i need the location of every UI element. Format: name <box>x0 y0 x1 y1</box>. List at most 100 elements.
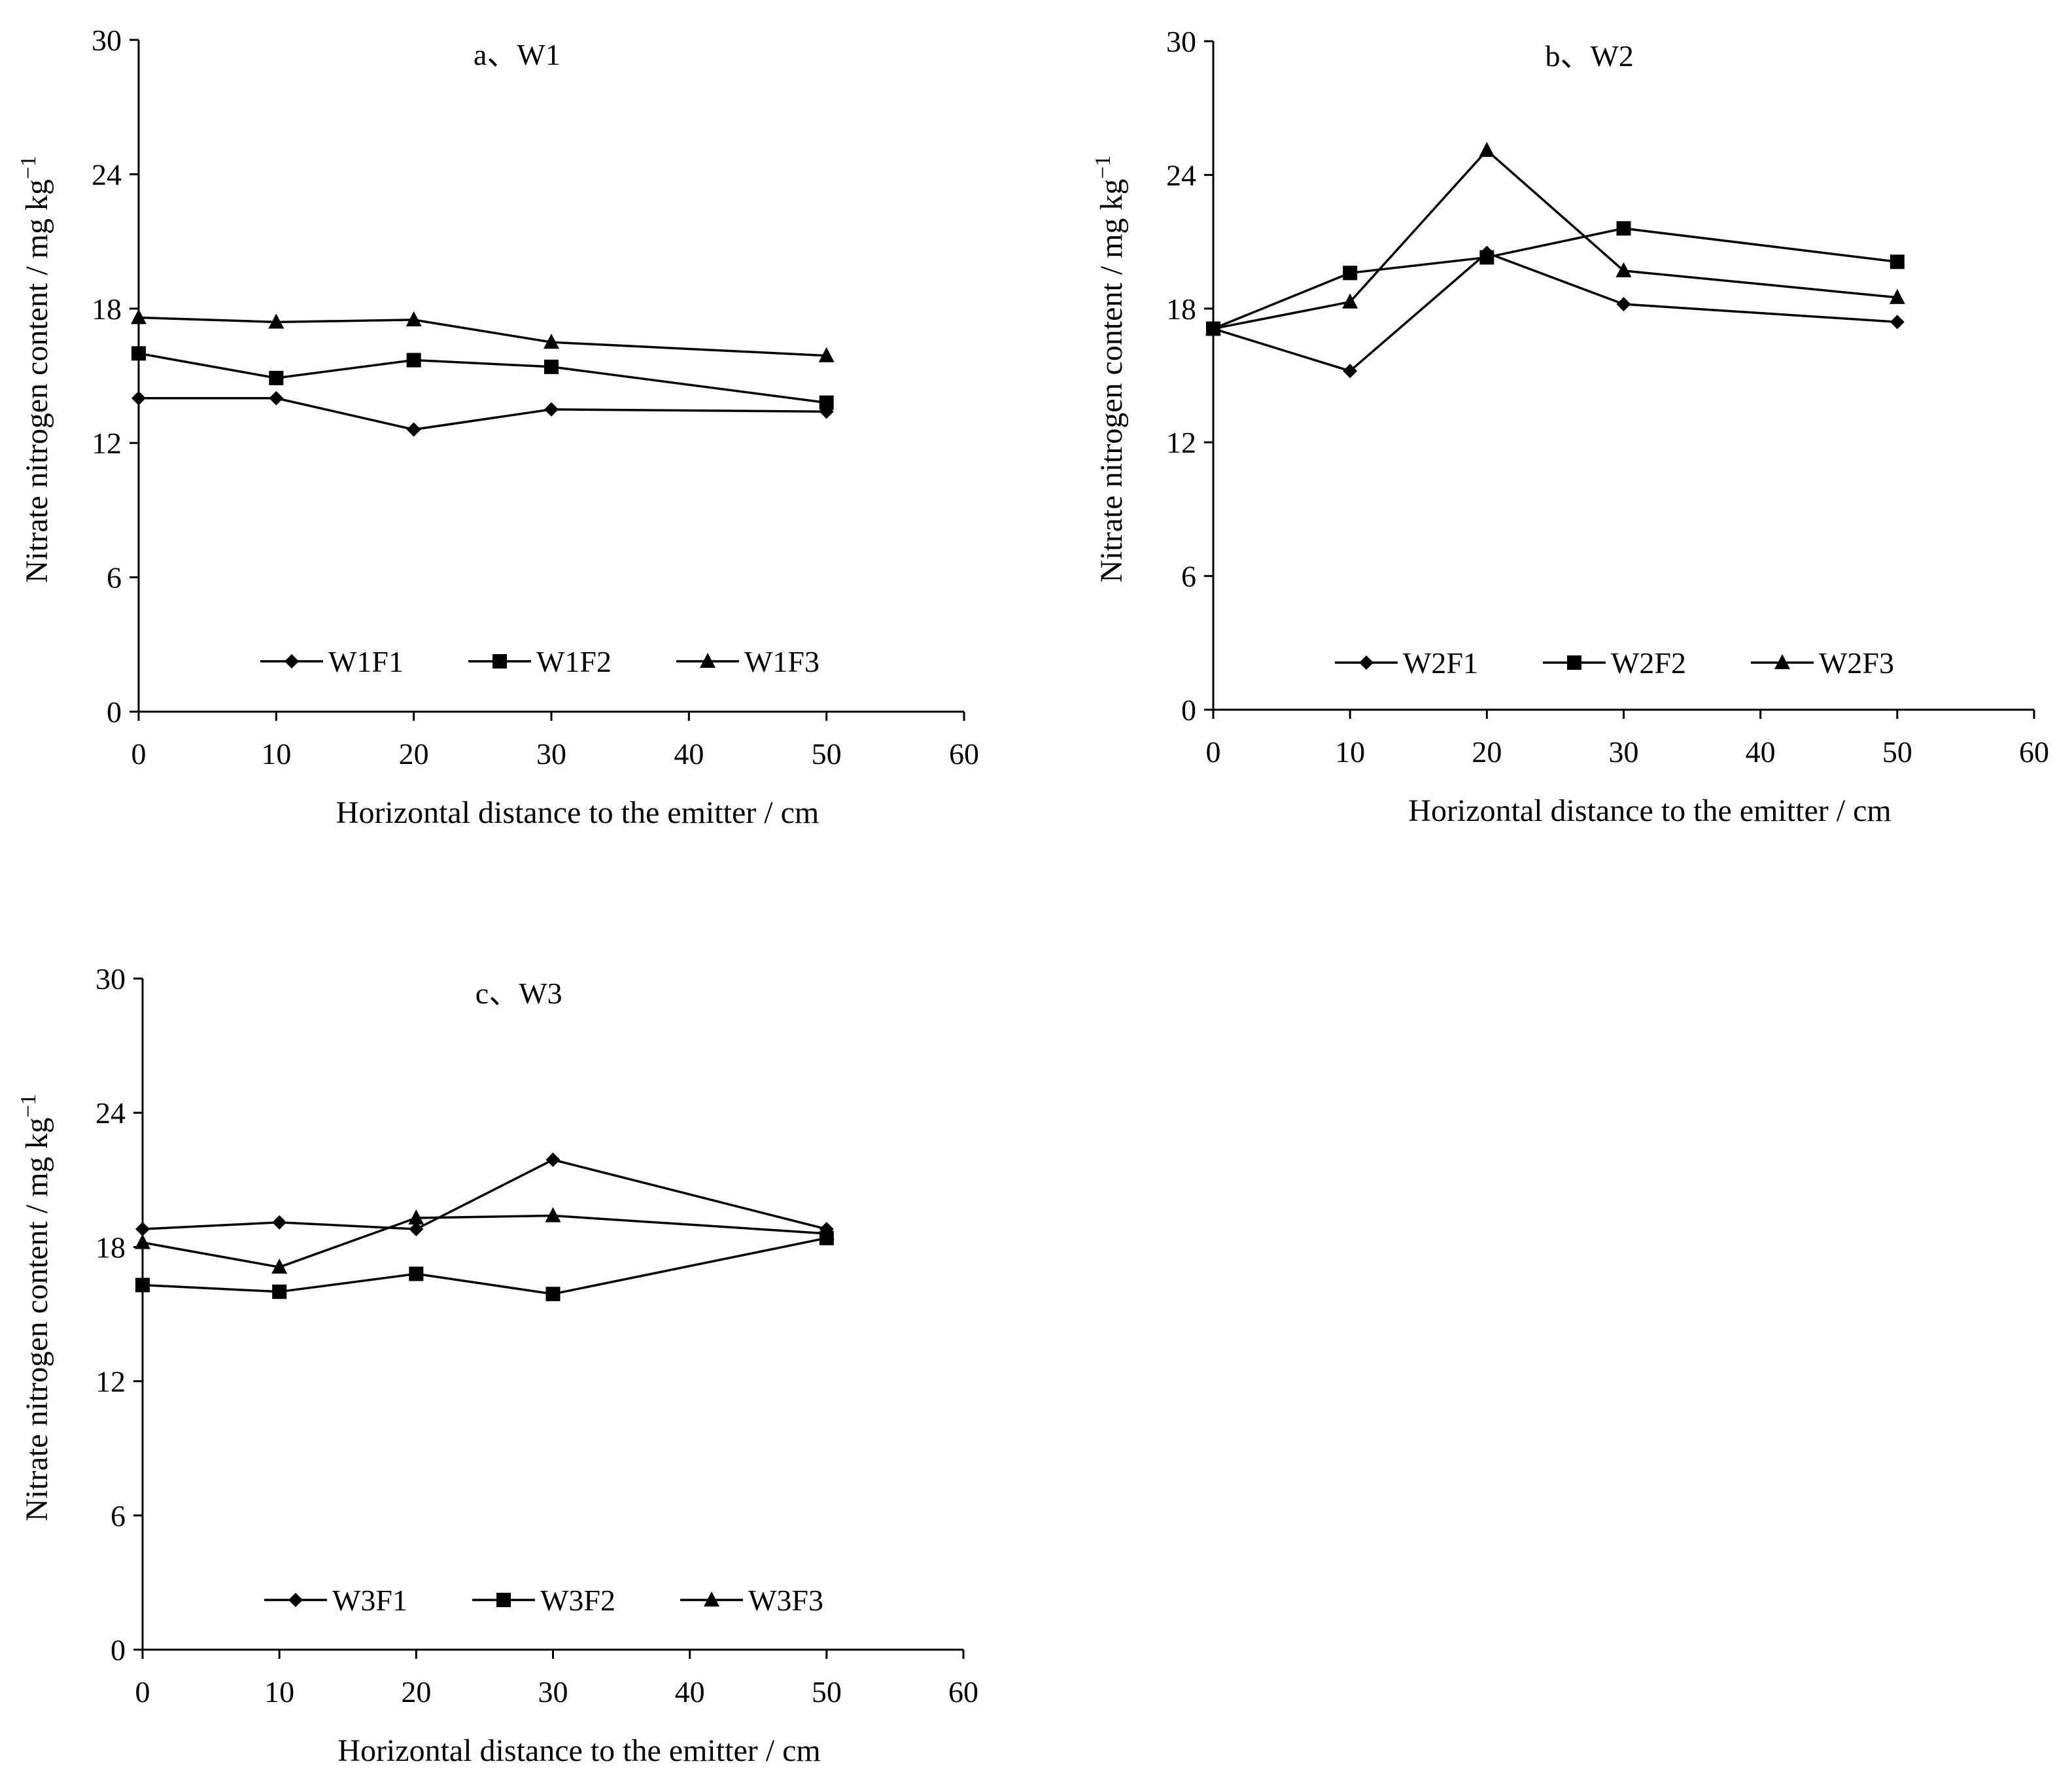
series-line <box>1213 148 1898 330</box>
series-W2F1 <box>1206 245 1905 379</box>
triangle-marker <box>408 1209 424 1225</box>
legend-square-marker <box>496 1593 511 1607</box>
square-marker <box>131 346 146 361</box>
triangle-marker <box>135 1234 150 1249</box>
triangle-marker <box>818 347 835 362</box>
series-line <box>139 396 827 431</box>
chart-title: a、W1 <box>474 38 561 71</box>
legend-item-W1F2: W1F2 <box>468 645 612 678</box>
x-tick-label: 10 <box>261 737 291 771</box>
legend-square-marker <box>492 654 507 669</box>
x-tick-label: 0 <box>131 737 147 771</box>
y-tick-label: 6 <box>111 1499 126 1533</box>
legend-item-W2F2: W2F2 <box>1543 646 1686 680</box>
legend-label: W1F2 <box>536 645 612 678</box>
series-line <box>142 1237 827 1295</box>
series-W3F1 <box>135 1153 834 1237</box>
series-line <box>138 316 827 357</box>
triangle-marker <box>1342 293 1358 309</box>
y-tick-label: 24 <box>1166 158 1196 192</box>
y-tick-label: 30 <box>1166 25 1196 58</box>
x-tick-label: 60 <box>949 737 979 771</box>
diamond-marker <box>131 391 146 406</box>
y-tick-label: 18 <box>1166 292 1196 326</box>
legend-triangle-marker <box>700 653 716 668</box>
series-W1F2 <box>131 346 834 410</box>
y-tick-label: 30 <box>92 24 122 57</box>
triangle-marker <box>544 334 559 349</box>
x-tick-label: 50 <box>812 737 842 771</box>
y-tick-label: 18 <box>92 292 122 326</box>
x-tick-label: 40 <box>1746 735 1776 769</box>
triangle-marker <box>1615 262 1632 277</box>
y-tick-label: 0 <box>111 1633 126 1667</box>
legend-item-W1F1: W1F1 <box>260 645 404 678</box>
series-W3F2 <box>135 1230 834 1302</box>
y-tick-label: 30 <box>95 962 126 996</box>
square-marker <box>1479 250 1494 265</box>
legend-label: W1F3 <box>744 645 820 678</box>
triangle-marker <box>545 1207 561 1223</box>
x-tick-label: 30 <box>536 737 566 771</box>
triangle-marker <box>268 313 285 329</box>
legend-item-W1F3: W1F3 <box>676 645 820 678</box>
legend-item-W2F3: W2F3 <box>1751 646 1894 680</box>
triangle-marker <box>406 311 422 326</box>
diamond-marker <box>406 422 421 437</box>
legend-diamond-marker <box>285 654 299 669</box>
square-marker <box>544 359 559 374</box>
series-W1F3 <box>131 309 835 362</box>
legend-label: W2F1 <box>1403 646 1478 680</box>
y-tick-label: 0 <box>107 695 122 729</box>
legend-triangle-marker <box>704 1591 719 1607</box>
y-axis-label-superscript: −1 <box>16 1094 41 1117</box>
y-tick-label: 24 <box>95 1096 126 1130</box>
x-tick-label: 40 <box>674 737 704 771</box>
x-tick-label: 10 <box>264 1675 294 1709</box>
x-tick-label: 30 <box>1609 735 1639 769</box>
chart-panel-c: 0 6 12 18 24 30 0 10 20 30 40 50 60 c、W3 Horizontal di… <box>16 962 978 1768</box>
triangle-marker <box>131 309 147 324</box>
triangle-marker <box>818 1225 835 1240</box>
series-line <box>138 352 827 404</box>
x-tick-label: 20 <box>1472 735 1502 769</box>
chart-title: b、W2 <box>1545 39 1633 73</box>
legend-item-W3F3: W3F3 <box>680 1584 823 1617</box>
triangle-marker <box>1479 141 1495 157</box>
x-tick-label: 50 <box>1882 735 1912 769</box>
diamond-marker <box>409 1222 424 1237</box>
legend-diamond-marker <box>1359 655 1373 670</box>
x-tick-label: 0 <box>135 1675 150 1709</box>
triangle-marker <box>271 1259 288 1274</box>
triangle-marker <box>1205 320 1221 336</box>
diamond-marker <box>269 391 284 406</box>
legend-label: W2F2 <box>1611 646 1686 680</box>
legend-item-W3F2: W3F2 <box>472 1584 615 1617</box>
y-tick-label: 12 <box>95 1365 126 1398</box>
y-axis-label: Nitrate nitrogen content / mg kg−1 <box>1091 155 1129 582</box>
legend-label: W1F1 <box>328 645 404 678</box>
y-tick-label: 24 <box>92 158 122 191</box>
series-W3F3 <box>135 1207 835 1274</box>
chart-panel-a: 0 6 12 18 24 30 0 10 20 30 40 50 60 a、W1 Horizontal di… <box>16 24 979 830</box>
series-line <box>142 1158 827 1230</box>
chart-title: c、W3 <box>475 977 562 1010</box>
x-axis-label: Horizontal distance to the emitter / cm <box>1408 793 1891 828</box>
x-tick-label: 0 <box>1206 735 1221 769</box>
square-marker <box>269 370 284 385</box>
series-W1F1 <box>131 391 834 437</box>
y-axis-label-superscript: −1 <box>16 156 41 179</box>
x-tick-label: 20 <box>399 737 429 771</box>
legend-label: W3F3 <box>748 1584 823 1617</box>
y-tick-label: 0 <box>1181 693 1196 727</box>
x-tick-label: 10 <box>1335 735 1365 769</box>
square-marker <box>409 1266 424 1281</box>
legend-label: W3F2 <box>540 1584 615 1617</box>
square-marker <box>272 1284 287 1299</box>
y-tick-label: 18 <box>95 1230 126 1264</box>
chart-panel-b: 0 6 12 18 24 30 0 10 20 30 40 50 60 b、W2 Horizontal di… <box>1091 25 2049 828</box>
square-marker <box>1890 254 1905 269</box>
legend-triangle-marker <box>1774 654 1790 669</box>
square-marker <box>1343 266 1358 281</box>
